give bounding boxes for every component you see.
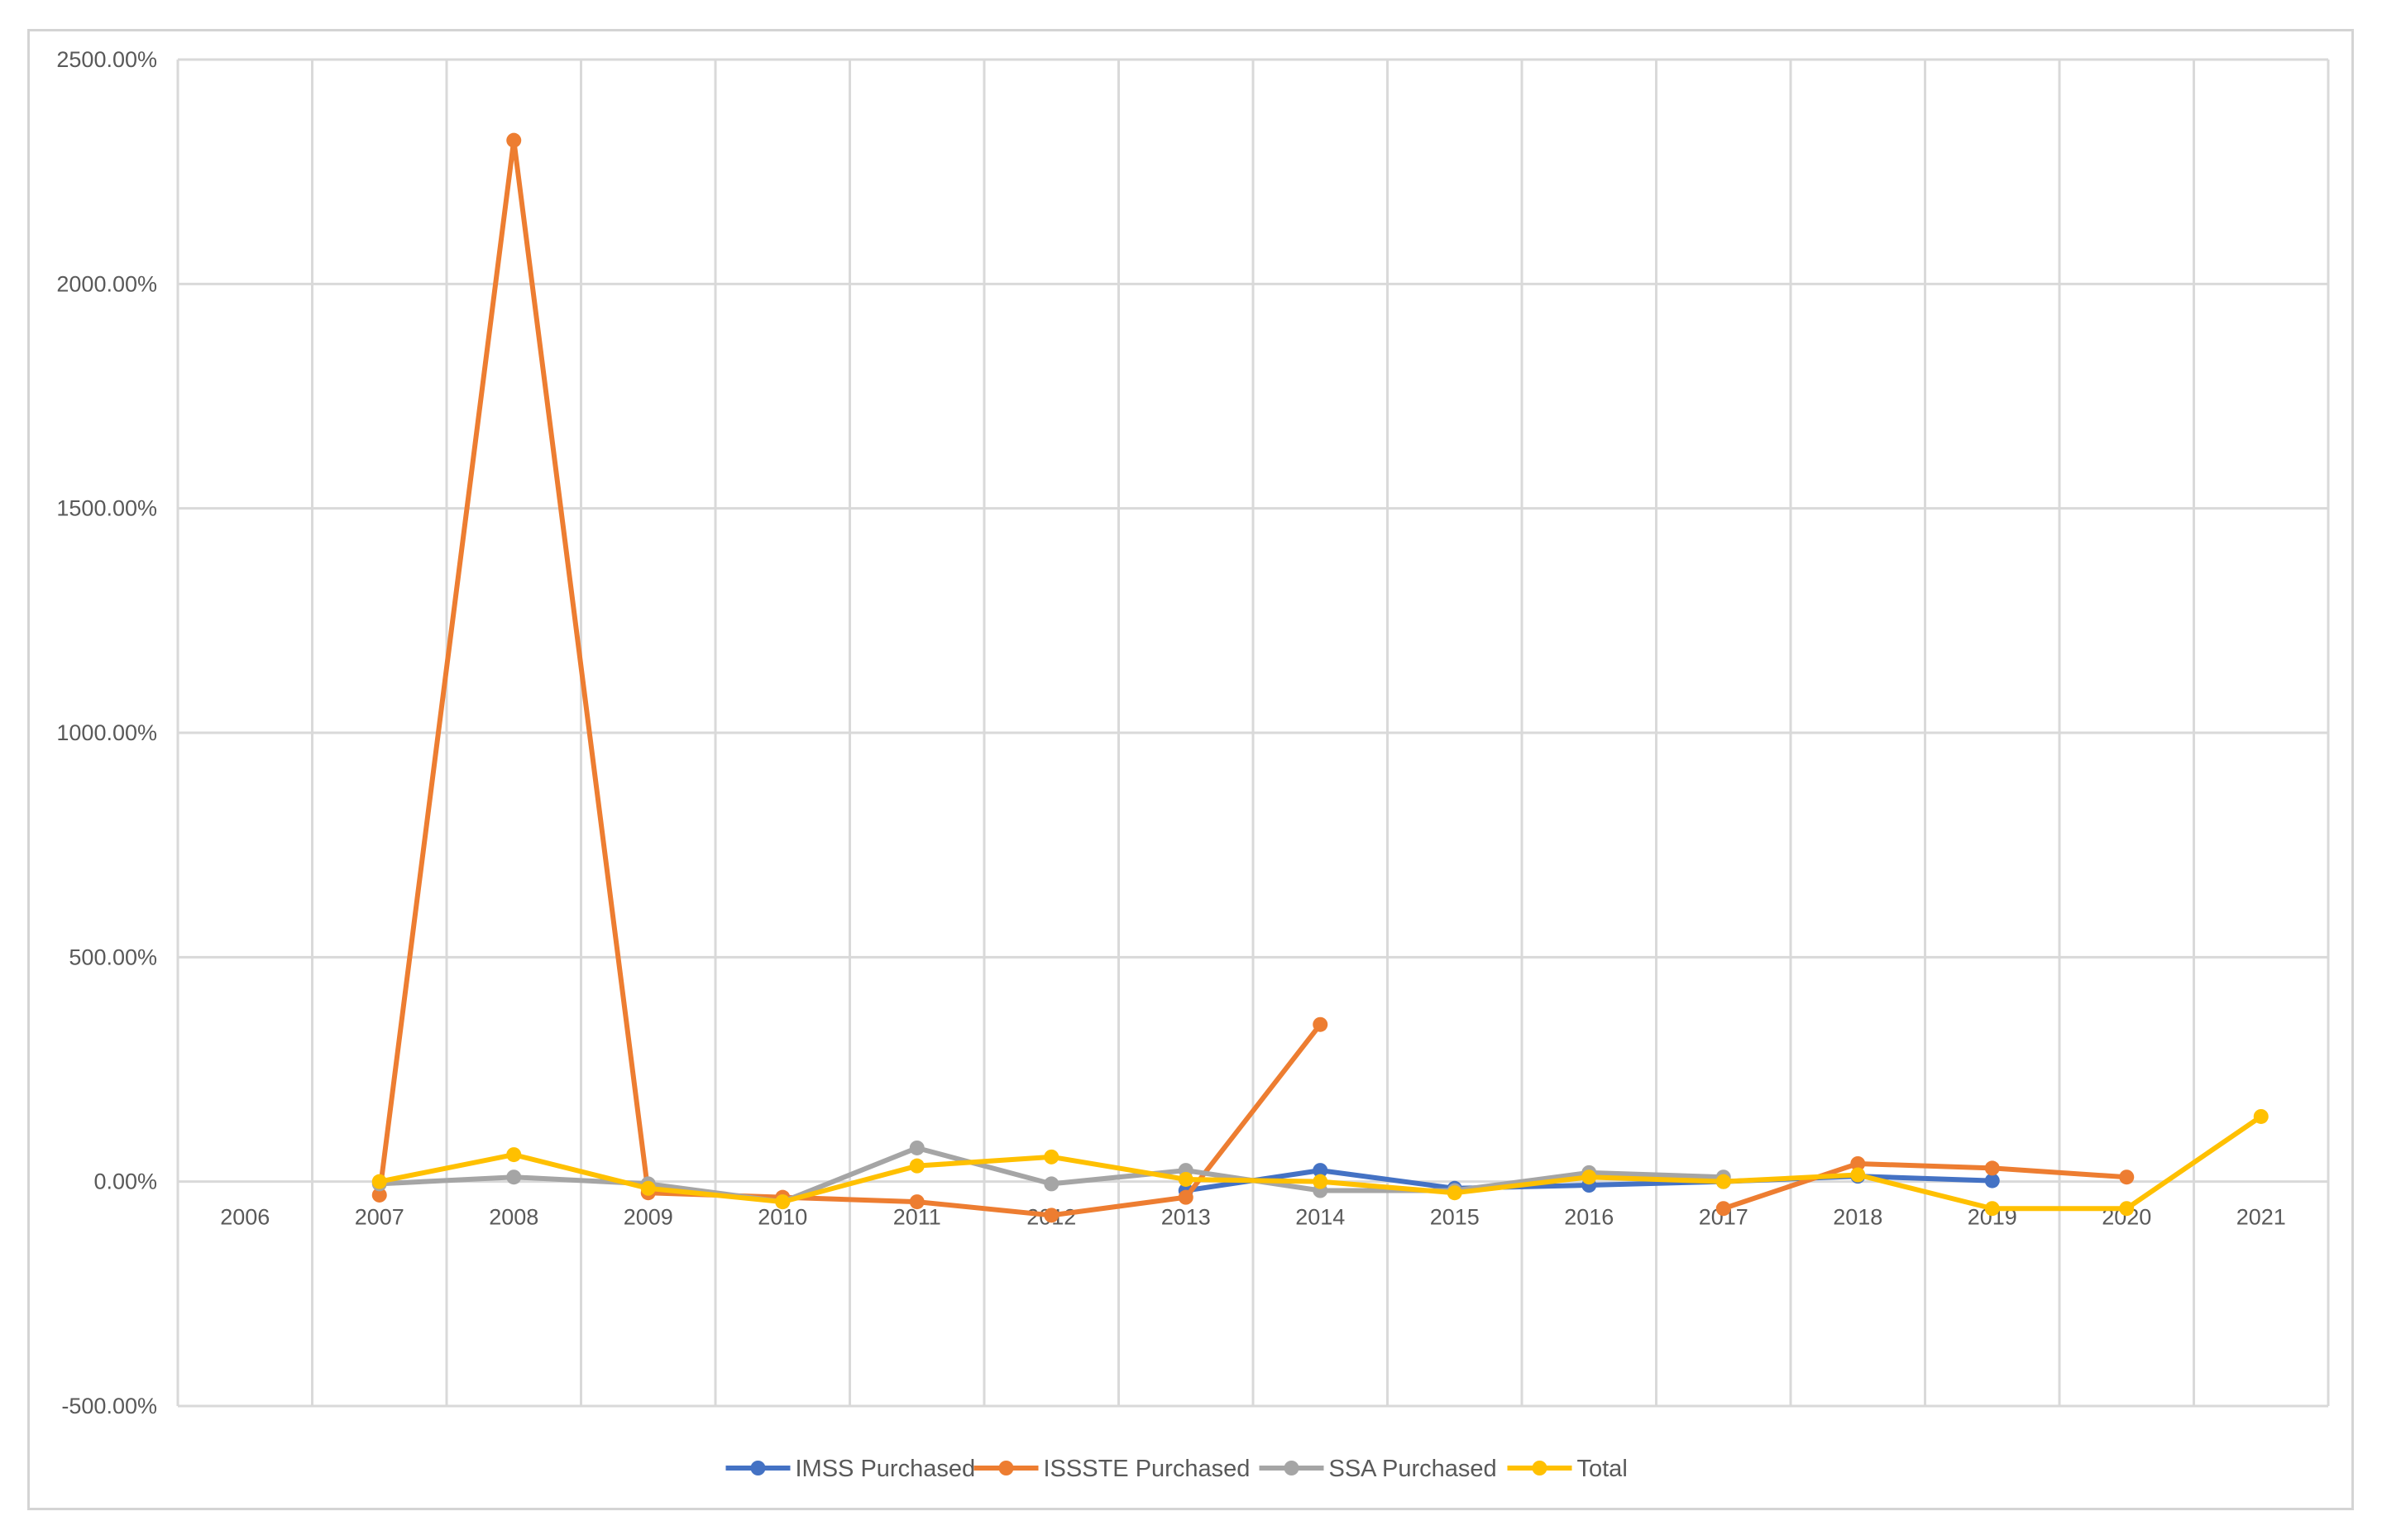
- x-tick-label: 2015: [1430, 1205, 1480, 1230]
- legend-label: Total: [1577, 1456, 1628, 1482]
- legend-label: IMSS Purchased: [796, 1456, 976, 1482]
- chart-frame: [27, 29, 2354, 1510]
- data-point: [1313, 1016, 1328, 1032]
- data-point: [1984, 1173, 2000, 1188]
- data-point: [506, 1169, 522, 1185]
- legend-item: ISSSTE Purchased: [973, 1456, 1251, 1482]
- y-tick-label: 2000.00%: [56, 271, 157, 296]
- data-point: [1044, 1208, 1059, 1223]
- data-point: [1850, 1167, 1866, 1183]
- data-point: [1581, 1169, 1597, 1185]
- y-tick-label: 500.00%: [69, 945, 157, 969]
- data-point: [1313, 1174, 1328, 1189]
- data-point: [1178, 1189, 1193, 1205]
- x-tick-label: 2018: [1833, 1205, 1882, 1230]
- data-point: [2119, 1201, 2135, 1217]
- y-tick-label: 1000.00%: [56, 720, 157, 745]
- x-tick-label: 2016: [1564, 1205, 1614, 1230]
- data-point: [506, 132, 522, 148]
- y-axis-ticks: -500.00% 0.00% 500.00% 1000.00% 1500.00% 2000…: [56, 47, 157, 1418]
- data-point: [1044, 1176, 1059, 1192]
- legend-item: IMSS Purchased: [725, 1456, 976, 1482]
- data-point: [1044, 1149, 1059, 1165]
- data-point: [1715, 1174, 1731, 1189]
- data-point: [1447, 1185, 1462, 1201]
- series-line: [376, 137, 1323, 1218]
- legend-label: ISSSTE Purchased: [1044, 1456, 1251, 1482]
- data-point: [2119, 1169, 2135, 1185]
- data-point: [371, 1187, 387, 1203]
- gridlines: [176, 58, 2330, 1408]
- y-tick-label: -500.00%: [61, 1394, 157, 1418]
- x-tick-label: 2009: [624, 1205, 673, 1230]
- data-point: [1313, 1163, 1328, 1179]
- y-tick-label: 2500.00%: [56, 47, 157, 72]
- x-tick-label: 2006: [220, 1205, 270, 1230]
- x-axis-ticks: 2006200720082009201020112012201320142015…: [220, 1205, 2286, 1230]
- x-tick-label: 2014: [1295, 1205, 1345, 1230]
- x-tick-label: 2008: [489, 1205, 538, 1230]
- y-tick-label: 1500.00%: [56, 496, 157, 521]
- data-point: [1984, 1201, 2000, 1217]
- data-point: [1178, 1171, 1193, 1187]
- x-tick-label: 2021: [2236, 1205, 2286, 1230]
- legend-label: SSA Purchased: [1329, 1456, 1497, 1482]
- legend-swatch-marker: [998, 1461, 1014, 1475]
- data-point: [775, 1194, 791, 1210]
- legend-swatch-marker: [750, 1461, 766, 1475]
- data-point: [1715, 1201, 1731, 1217]
- data-point: [909, 1140, 925, 1155]
- data-point: [371, 1174, 387, 1189]
- legend-swatch-marker: [1284, 1461, 1299, 1475]
- data-point: [506, 1147, 522, 1163]
- data-point: [2253, 1108, 2269, 1124]
- data-point: [1850, 1155, 1866, 1171]
- data-point: [1984, 1160, 2000, 1176]
- legend-item: SSA Purchased: [1259, 1456, 1497, 1482]
- legend: IMSS Purchased ISSSTE Purchased SSA Purcha…: [725, 1456, 1628, 1482]
- series-line: [1722, 1160, 2127, 1212]
- series-lines: [371, 132, 2269, 1223]
- x-tick-label: 2013: [1161, 1205, 1211, 1230]
- legend-swatch-marker: [1532, 1461, 1547, 1475]
- data-point: [909, 1194, 925, 1210]
- legend-item: Total: [1507, 1456, 1628, 1482]
- data-point: [640, 1180, 656, 1196]
- y-tick-label: 0.00%: [93, 1169, 157, 1194]
- x-tick-label: 2007: [355, 1205, 404, 1230]
- data-point: [909, 1158, 925, 1174]
- series-total: [371, 1108, 2269, 1217]
